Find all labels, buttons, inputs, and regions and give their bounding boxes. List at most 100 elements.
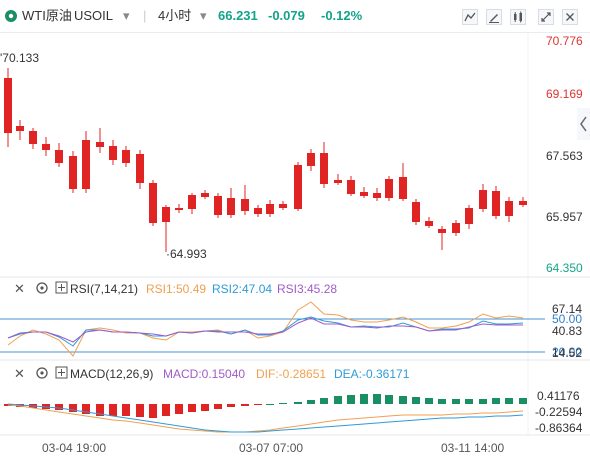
macd-name: MACD(12,26,9) bbox=[70, 367, 153, 381]
price-chart[interactable]: 70.776 69.169 67.563 65.957 64.350 '70.1… bbox=[0, 32, 590, 461]
macd-bar bbox=[307, 400, 315, 404]
indicator-icon[interactable] bbox=[510, 9, 526, 25]
macd-bar bbox=[519, 398, 527, 404]
candle-body bbox=[241, 199, 249, 211]
rsi-axis-label: 40.83 bbox=[552, 324, 582, 338]
rsi-axis-label: 20.00 bbox=[552, 345, 582, 359]
candle-body bbox=[479, 190, 487, 209]
chevron-down-icon[interactable]: ▾ bbox=[200, 8, 207, 23]
candle-body bbox=[320, 153, 328, 184]
candle-body bbox=[438, 229, 446, 233]
rsi3-value: RSI3:45.28 bbox=[277, 282, 337, 296]
macd-bar bbox=[399, 396, 407, 404]
compare-icon[interactable] bbox=[462, 9, 478, 25]
time-label: 03-07 07:00 bbox=[239, 441, 303, 455]
draw-icon[interactable] bbox=[486, 9, 502, 25]
macd-bar bbox=[175, 404, 183, 414]
macd-bar bbox=[465, 399, 473, 404]
candle-body bbox=[452, 223, 460, 233]
candle-body bbox=[29, 131, 37, 144]
time-label: 03-11 14:00 bbox=[441, 441, 504, 455]
interval-selector[interactable]: 4小时 bbox=[158, 8, 192, 23]
macd-bar bbox=[96, 404, 104, 416]
dif-value: DIF:-0.28651 bbox=[256, 367, 326, 381]
candle-body bbox=[136, 154, 144, 183]
candle-body bbox=[294, 165, 302, 209]
candle-body bbox=[69, 156, 77, 189]
candle-body bbox=[188, 195, 196, 209]
macd-histogram bbox=[4, 394, 527, 418]
price-label: 69.169 bbox=[546, 87, 583, 101]
price-change-pct: -0.12% bbox=[321, 8, 363, 23]
macd-bar bbox=[136, 404, 144, 417]
macd-bar bbox=[373, 394, 381, 404]
rsi2-line bbox=[7, 316, 524, 347]
candle-body bbox=[175, 208, 183, 210]
macd-axis-label: -0.22594 bbox=[535, 405, 583, 419]
macd-bar bbox=[452, 399, 460, 404]
chevron-down-icon[interactable]: ▾ bbox=[123, 8, 130, 23]
candle-body bbox=[279, 204, 287, 208]
rsi-axis-label: 14.52 bbox=[552, 346, 582, 360]
rsi3-line bbox=[7, 317, 523, 343]
macd-bar bbox=[505, 398, 513, 404]
rsi1-value: RSI1:50.49 bbox=[146, 282, 206, 296]
candle-body bbox=[149, 183, 157, 223]
price-label: 70.776 bbox=[546, 34, 583, 48]
candle-body bbox=[266, 204, 274, 214]
symbol-name[interactable]: WTI原油 bbox=[22, 8, 72, 23]
candlestick-series bbox=[4, 68, 527, 252]
candle-body bbox=[162, 207, 170, 222]
current-price: 66.231 bbox=[218, 8, 258, 23]
settings-icon[interactable] bbox=[36, 282, 48, 294]
rsi-name: RSI(7,14,21) bbox=[70, 282, 138, 296]
macd-bar bbox=[201, 404, 209, 411]
macd-bar bbox=[227, 404, 235, 407]
price-label: 67.563 bbox=[546, 149, 583, 163]
candle-body bbox=[492, 191, 500, 216]
collapse-icon[interactable]: ✕ bbox=[14, 281, 25, 296]
candle-body bbox=[227, 198, 235, 215]
symbol-code[interactable]: USOIL bbox=[74, 8, 114, 23]
fullscreen-icon[interactable] bbox=[538, 9, 554, 25]
macd-value: MACD:0.15040 bbox=[163, 367, 245, 381]
candle-body bbox=[82, 140, 90, 189]
rsi1-line bbox=[7, 301, 524, 357]
macd-bar bbox=[412, 397, 420, 404]
macd-bar bbox=[122, 404, 130, 416]
macd-axis-label: 0.41176 bbox=[537, 389, 580, 403]
candle-body bbox=[519, 201, 527, 205]
candle-body bbox=[347, 180, 355, 194]
candle-body bbox=[214, 196, 222, 215]
macd-bar bbox=[55, 404, 63, 410]
macd-header: ✕ MACD(12,26,9) MACD:0.15040 DIF:-0.2865… bbox=[14, 366, 410, 381]
macd-axis-label: -0.86364 bbox=[535, 421, 583, 435]
dea-line bbox=[7, 403, 524, 433]
expand-icon[interactable] bbox=[55, 366, 68, 379]
eye-icon[interactable] bbox=[4, 9, 18, 27]
chevron-left-icon[interactable] bbox=[577, 108, 590, 140]
close-icon[interactable] bbox=[562, 9, 578, 25]
macd-bar bbox=[334, 396, 342, 404]
macd-bar bbox=[82, 404, 90, 414]
macd-bar bbox=[214, 404, 222, 409]
candle-body bbox=[465, 208, 473, 224]
collapse-icon[interactable]: ✕ bbox=[14, 366, 25, 381]
candle-body bbox=[55, 150, 63, 163]
macd-bar bbox=[109, 404, 117, 416]
candle-body bbox=[385, 179, 393, 198]
settings-icon[interactable] bbox=[36, 367, 48, 379]
candle-body bbox=[373, 193, 381, 198]
candle-body bbox=[425, 221, 433, 226]
time-label: 03-04 19:00 bbox=[42, 441, 106, 455]
macd-bar bbox=[438, 399, 446, 404]
macd-bar bbox=[479, 399, 487, 404]
price-label: 65.957 bbox=[546, 210, 583, 224]
macd-bar bbox=[69, 404, 77, 412]
price-change: -0.079 bbox=[268, 8, 305, 23]
expand-icon[interactable] bbox=[55, 281, 68, 294]
candle-body bbox=[334, 180, 342, 183]
separator: | bbox=[143, 8, 147, 23]
candle-body bbox=[360, 192, 368, 196]
macd-bar bbox=[425, 398, 433, 404]
